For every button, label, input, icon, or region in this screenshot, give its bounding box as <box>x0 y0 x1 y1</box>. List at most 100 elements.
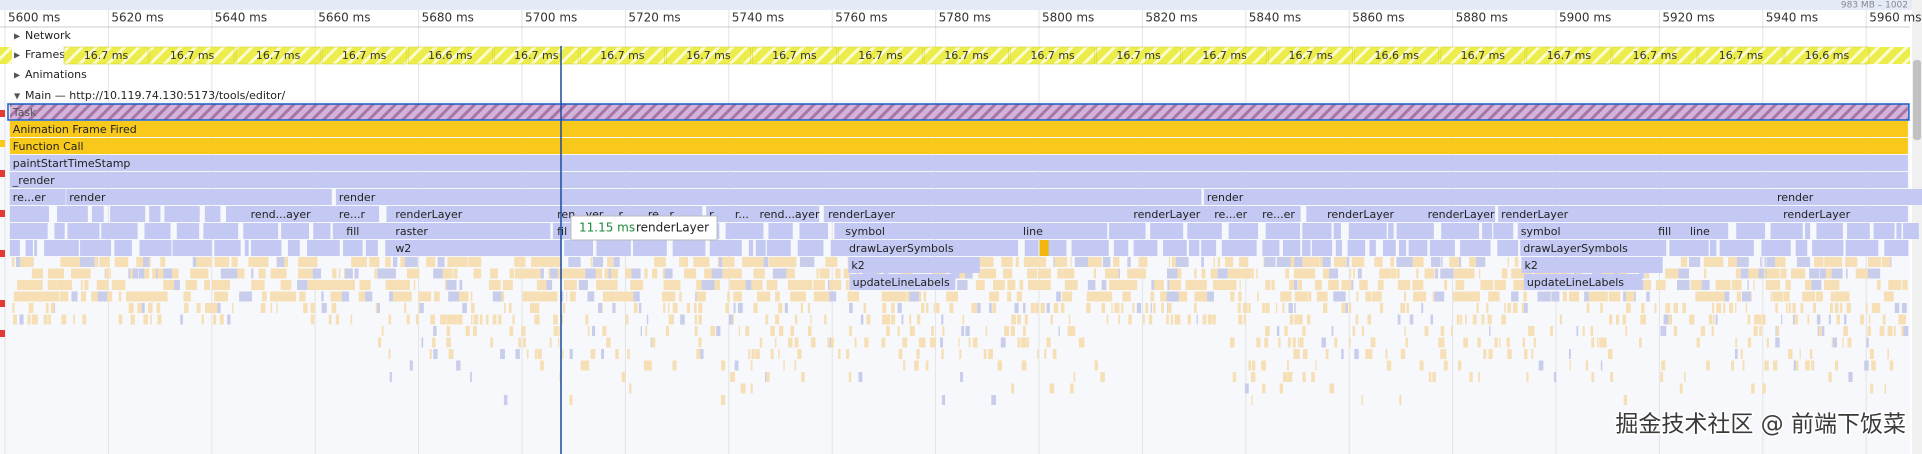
flame-block <box>1696 337 1700 348</box>
flame-block <box>1404 326 1406 336</box>
flame-block <box>217 291 229 302</box>
flame-block[interactable] <box>1211 206 1252 222</box>
flame-block[interactable] <box>849 274 956 290</box>
flame-block[interactable] <box>1517 223 1652 239</box>
flame-block <box>1347 240 1366 256</box>
flame-label: render <box>339 191 376 204</box>
flame-block <box>1735 268 1741 279</box>
flame-block[interactable] <box>343 223 373 239</box>
flame-block <box>1711 326 1714 336</box>
flame-block[interactable] <box>392 206 549 222</box>
flame-block <box>1643 280 1649 290</box>
flame-label: updateLineLabels <box>853 276 950 289</box>
flame-block[interactable] <box>9 121 1908 137</box>
flame-block[interactable] <box>842 223 1017 239</box>
flame-block <box>1456 291 1468 302</box>
flame-block[interactable] <box>335 206 367 222</box>
flame-block[interactable] <box>9 189 49 205</box>
track-label[interactable]: Animations <box>25 68 87 81</box>
flame-block <box>1772 291 1784 302</box>
scrollbar-thumb[interactable] <box>1913 60 1921 140</box>
flame-block[interactable] <box>1686 223 1718 239</box>
flame-block <box>1532 326 1535 336</box>
flame-block <box>33 314 38 325</box>
ruler-label: 5840 ms <box>1249 11 1301 25</box>
flame-block[interactable] <box>247 206 328 222</box>
flame-block <box>1689 314 1693 325</box>
flame-block[interactable] <box>1655 223 1685 239</box>
flame-block <box>470 372 472 382</box>
frame-duration: 16.7 ms <box>342 49 387 62</box>
track-label[interactable]: Network <box>25 29 72 42</box>
flame-block[interactable] <box>9 138 1908 154</box>
flame-block <box>1152 280 1164 290</box>
flame-block[interactable] <box>1130 206 1199 222</box>
flame-block <box>1745 303 1748 313</box>
flame-block <box>1747 280 1749 290</box>
flame-block[interactable] <box>9 155 1908 171</box>
expand-arrow[interactable]: ▶ <box>14 71 21 80</box>
flame-block[interactable] <box>335 189 1199 205</box>
flame-block <box>47 268 57 279</box>
flame-block <box>1265 326 1270 336</box>
flame-block[interactable] <box>1498 206 1770 222</box>
flame-block <box>1683 372 1686 382</box>
flame-block <box>679 257 682 267</box>
flame-block <box>1463 268 1474 279</box>
flame-block <box>492 291 502 302</box>
flame-block <box>898 349 903 359</box>
flame-block <box>1440 349 1444 359</box>
flame-block[interactable] <box>845 240 993 256</box>
flame-block[interactable] <box>825 206 1125 222</box>
flame-block <box>1609 349 1613 359</box>
flame-block <box>1114 280 1124 290</box>
flame-block <box>566 291 568 302</box>
flame-block <box>1788 349 1793 359</box>
flame-block <box>228 268 242 279</box>
flame-block <box>1816 223 1843 239</box>
flame-block <box>1660 372 1664 382</box>
flame-block[interactable] <box>1523 274 1642 290</box>
flame-block[interactable] <box>66 189 331 205</box>
collapse-arrow[interactable]: ▼ <box>14 92 21 101</box>
flame-block[interactable] <box>1780 206 1908 222</box>
flame-block[interactable] <box>392 223 549 239</box>
flame-block[interactable] <box>1424 206 1493 222</box>
flame-block[interactable] <box>392 240 549 256</box>
flame-block <box>515 349 520 359</box>
flame-block[interactable] <box>1774 189 1908 205</box>
flame-block <box>332 268 337 279</box>
flame-block <box>1494 337 1498 348</box>
flame-block <box>933 268 941 279</box>
expand-arrow[interactable]: ▶ <box>14 32 21 41</box>
flame-block <box>1432 257 1440 267</box>
flame-block[interactable] <box>1520 240 1663 256</box>
flame-block <box>1753 280 1755 290</box>
flame-block <box>1325 349 1329 359</box>
flame-block <box>1311 240 1333 256</box>
flame-block[interactable] <box>1324 206 1422 222</box>
flame-block <box>1608 291 1620 302</box>
flame-block <box>84 280 89 290</box>
flame-block <box>596 240 631 256</box>
flame-block <box>630 280 644 290</box>
flame-block <box>750 383 753 394</box>
flame-block <box>303 268 307 279</box>
track-label[interactable]: Main — http://10.119.74.130:5173/tools/e… <box>25 89 285 102</box>
flame-block <box>606 337 611 348</box>
flame-block[interactable] <box>9 104 1908 120</box>
flame-block[interactable] <box>1259 206 1299 222</box>
flame-block[interactable] <box>731 206 753 222</box>
flame-block <box>1232 372 1237 382</box>
flame-block <box>562 349 564 359</box>
flame-block <box>462 303 467 313</box>
flame-block <box>1386 360 1392 371</box>
flame-block <box>1667 268 1679 279</box>
flame-block[interactable] <box>848 257 980 273</box>
flame-block[interactable] <box>1521 257 1663 273</box>
flame-block[interactable] <box>756 206 820 222</box>
flame-block[interactable] <box>9 172 1908 188</box>
flame-block[interactable] <box>1203 189 1770 205</box>
flame-block[interactable] <box>1020 223 1103 239</box>
flame-block[interactable] <box>554 223 576 239</box>
